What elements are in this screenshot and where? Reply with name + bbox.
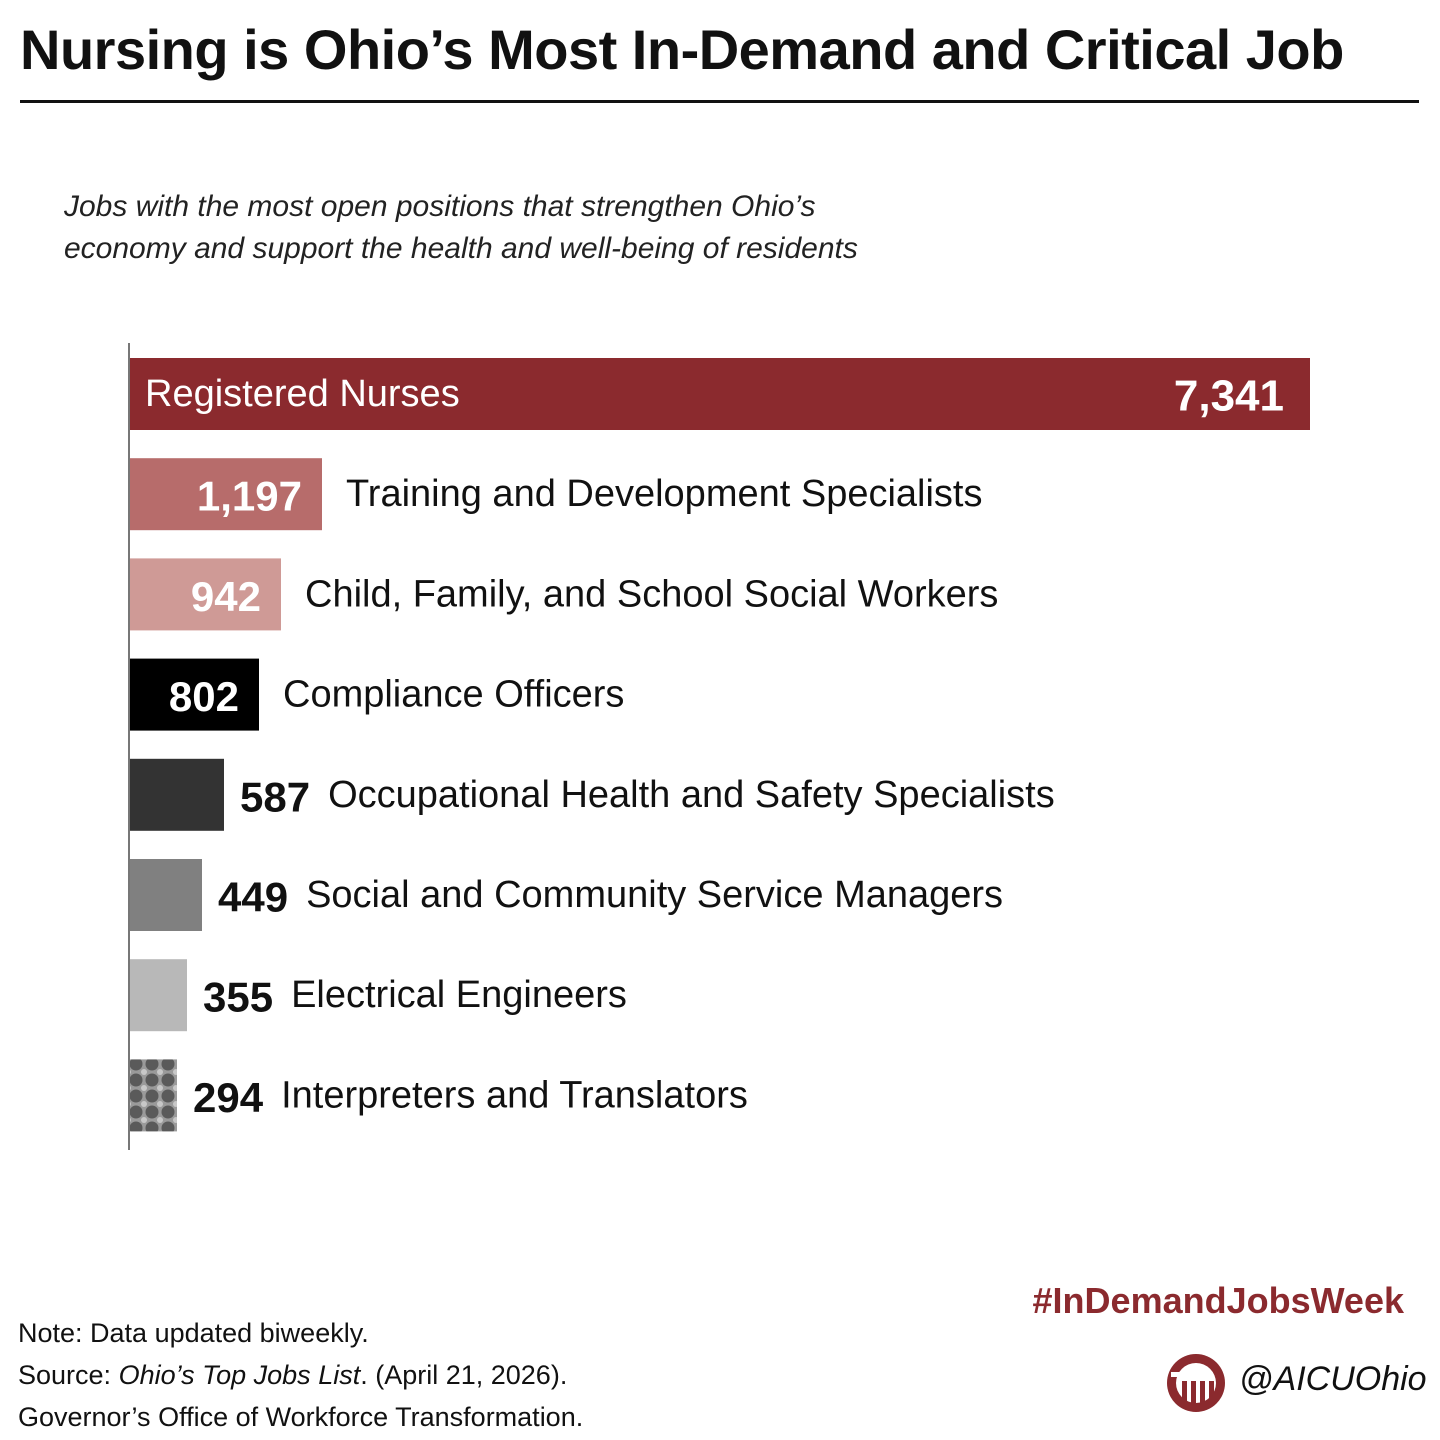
value-label-5: 587 <box>240 773 310 820</box>
bar-1 <box>130 358 1310 430</box>
source-date: . (April 21, 2026). <box>360 1360 568 1390</box>
source-organization: Governor’s Office of Workforce Transform… <box>18 1402 584 1432</box>
bar-5 <box>130 758 224 831</box>
aicu-logo-icon <box>1167 1354 1225 1412</box>
bar-6 <box>130 859 202 931</box>
hashtag-label: #InDemandJobsWeek <box>1032 1280 1404 1321</box>
source-prefix: Source: <box>18 1360 119 1390</box>
category-label-6: Social and Community Service Managers <box>306 874 1003 916</box>
category-label-3: Child, Family, and School Social Workers <box>305 573 998 615</box>
category-label-2: Training and Development Specialists <box>346 473 982 515</box>
social-handle[interactable]: @AICUOhio <box>1239 1360 1427 1398</box>
chart-subtitle: Jobs with the most open positions that s… <box>64 186 964 270</box>
category-label-8: Interpreters and Translators <box>281 1074 748 1116</box>
value-label-2: 1,197 <box>197 473 302 520</box>
page-title: Nursing is Ohio’s Most In-Demand and Cri… <box>20 18 1344 81</box>
value-label-3: 942 <box>191 573 261 620</box>
value-label-4: 802 <box>169 673 239 720</box>
category-label-4: Compliance Officers <box>283 674 624 716</box>
bar-2 <box>130 458 322 531</box>
subtitle-line-2: economy and support the health and well-… <box>64 232 858 265</box>
footnote: Note: Data updated biweekly. Source: Ohi… <box>18 1312 918 1438</box>
value-label-7: 355 <box>203 974 273 1021</box>
category-label-1: Registered Nurses <box>145 373 460 415</box>
data-note: Note: Data updated biweekly. <box>18 1318 369 1348</box>
value-label-1: 7,341 <box>1174 372 1284 421</box>
value-label-8: 294 <box>193 1074 264 1121</box>
bar-7 <box>130 959 187 1032</box>
subtitle-line-1: Jobs with the most open positions that s… <box>64 190 816 223</box>
title-divider <box>20 100 1419 103</box>
source-citation: Source: Ohio’s Top Jobs List. (April 21,… <box>18 1354 918 1396</box>
bar-3 <box>130 558 281 631</box>
source-title: Ohio’s Top Jobs List <box>118 1360 361 1390</box>
category-label-7: Electrical Engineers <box>291 974 627 1016</box>
value-label-6: 449 <box>218 874 288 921</box>
bar-4 <box>130 658 259 731</box>
category-label-5: Occupational Health and Safety Specialis… <box>328 774 1055 816</box>
aicu-brand[interactable]: @AICUOhio <box>1165 1352 1427 1422</box>
bar-8 <box>130 1059 177 1132</box>
